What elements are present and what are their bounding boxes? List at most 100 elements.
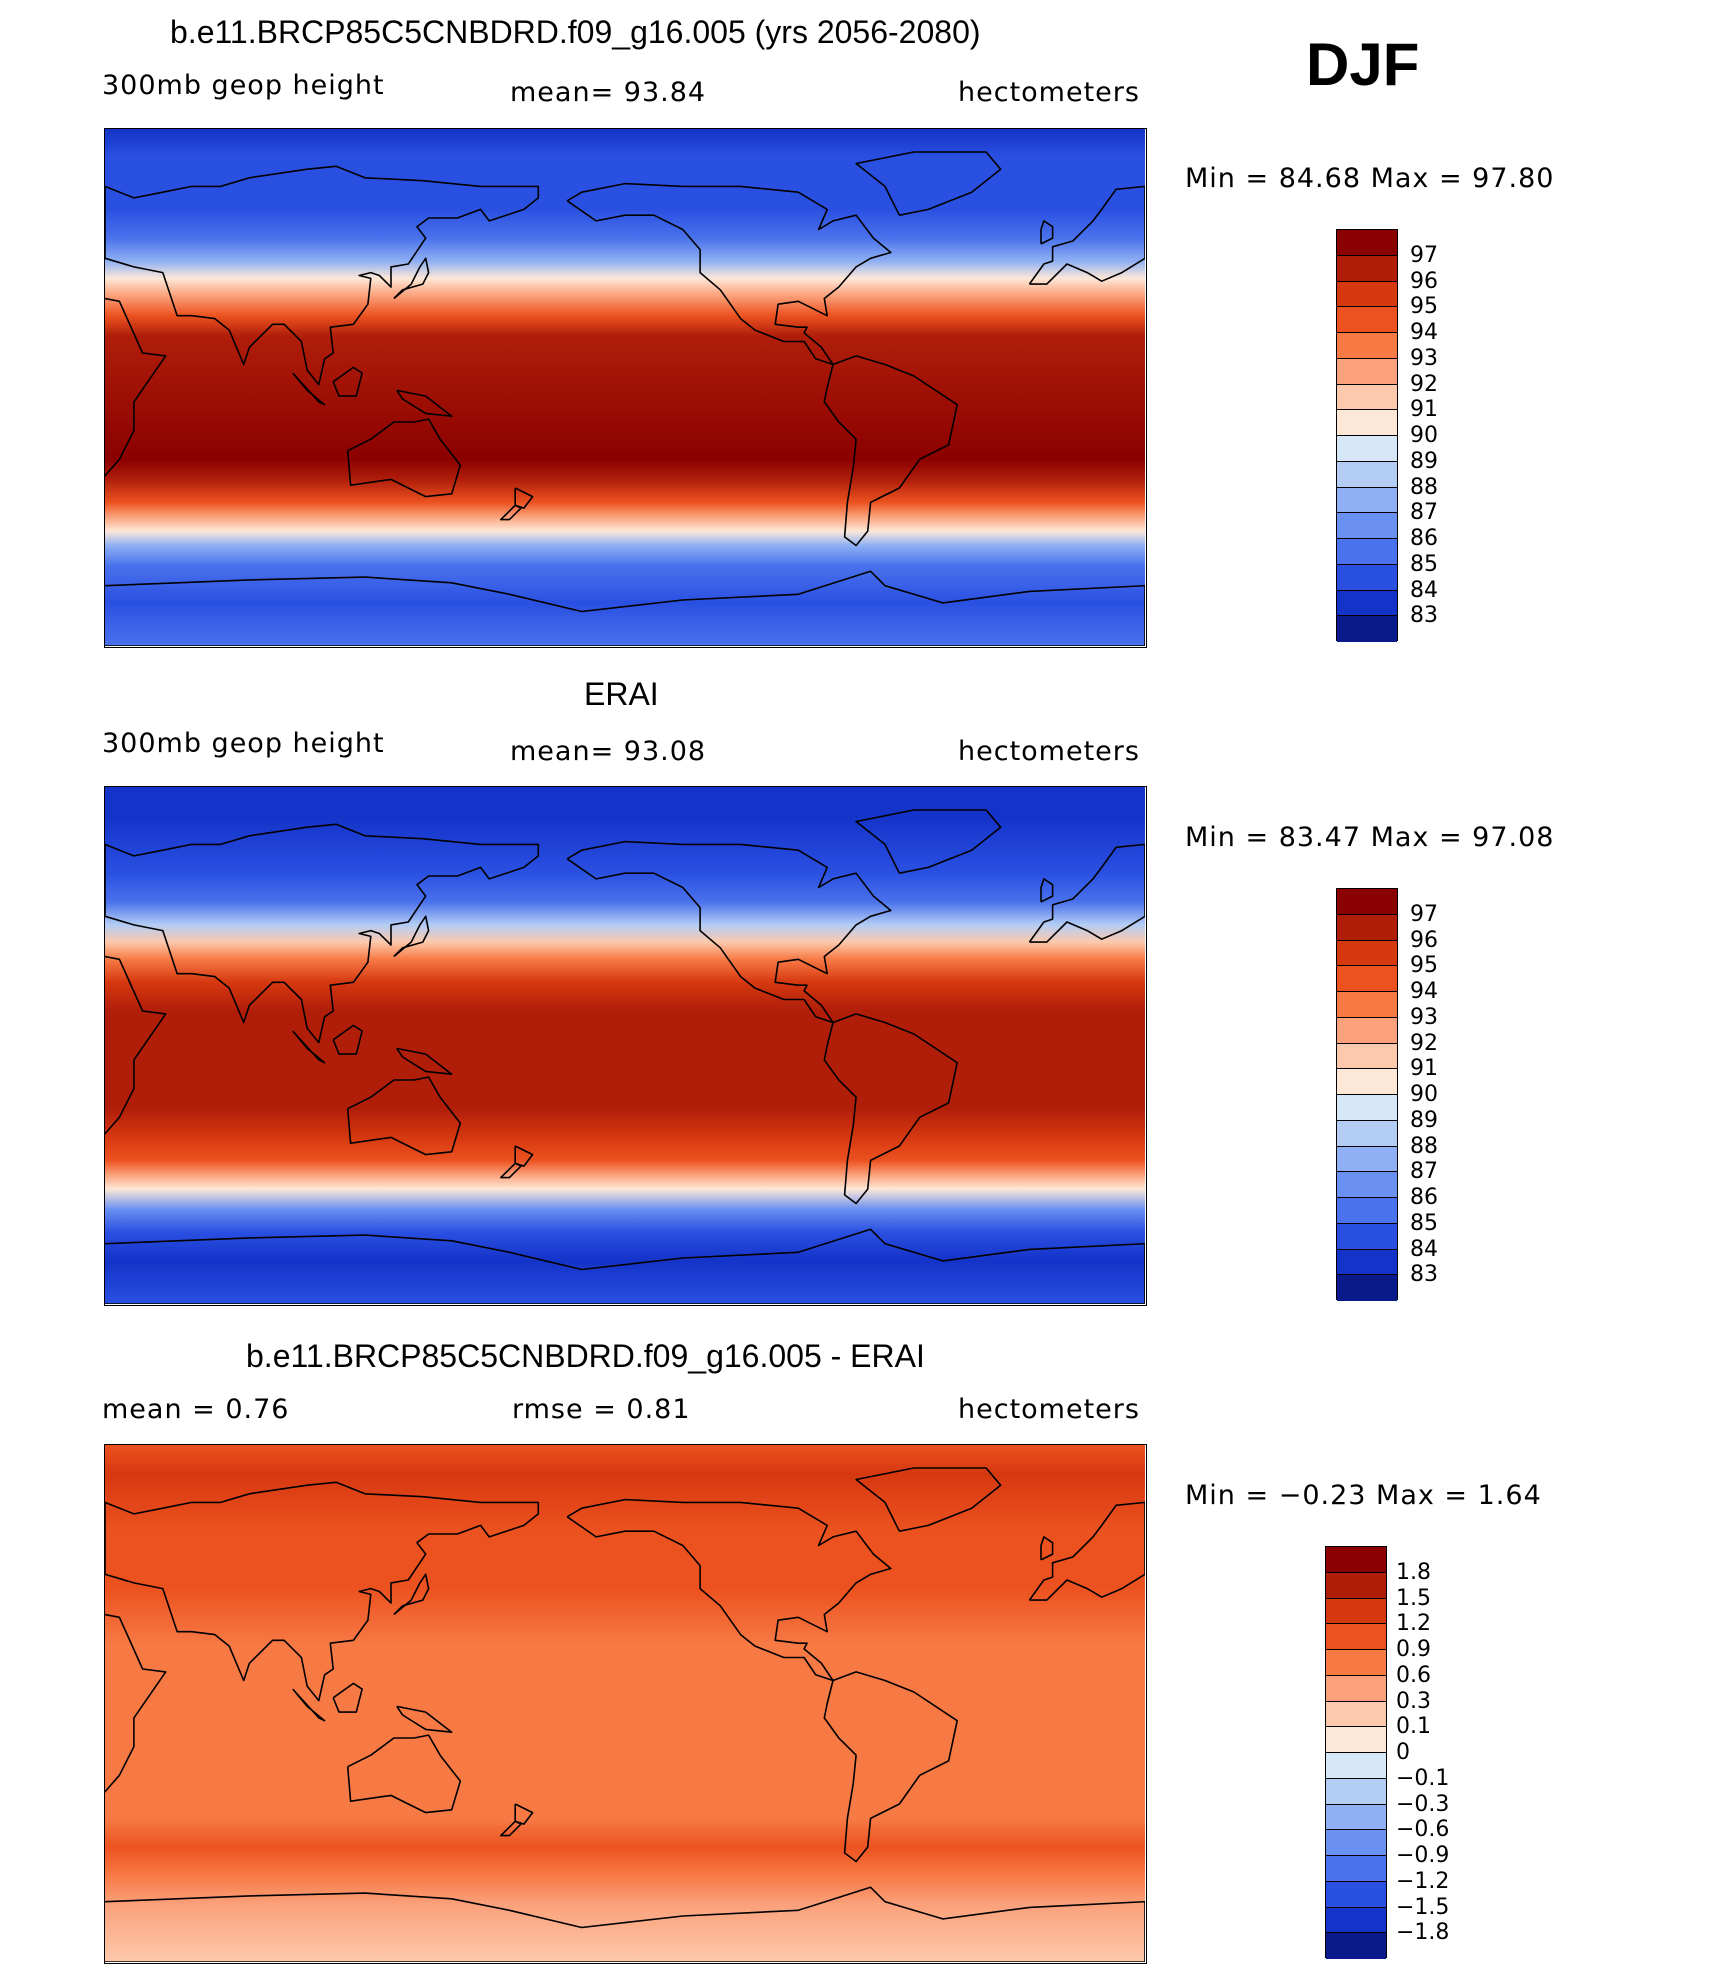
colorbar-swatch bbox=[1337, 539, 1397, 565]
colorbar-swatch bbox=[1337, 616, 1397, 642]
colorbar-tick-label: 84 bbox=[1410, 577, 1438, 603]
coastline bbox=[823, 1013, 959, 1205]
colorbar-tick-label: 91 bbox=[1410, 1056, 1438, 1082]
coastline bbox=[393, 257, 430, 300]
coastline bbox=[332, 1682, 363, 1713]
colorbar-swatch bbox=[1337, 1223, 1397, 1250]
colorbar-tick-label: 88 bbox=[1410, 1133, 1438, 1159]
coastline bbox=[1040, 1536, 1054, 1561]
panel2-map bbox=[104, 786, 1147, 1306]
colorbar-swatch bbox=[1337, 255, 1397, 282]
colorbar-tick-label: −0.9 bbox=[1396, 1843, 1450, 1868]
coastline bbox=[105, 1228, 1145, 1304]
colorbar-tick-label: 90 bbox=[1410, 423, 1438, 448]
colorbar-tick-label: −1.8 bbox=[1396, 1920, 1450, 1946]
colorbar-swatch bbox=[1337, 436, 1397, 462]
coastline bbox=[514, 1803, 534, 1825]
colorbar-swatch bbox=[1337, 461, 1397, 488]
coastline bbox=[332, 1024, 363, 1055]
coastline bbox=[105, 1886, 1145, 1962]
colorbar-swatch bbox=[1337, 1069, 1397, 1095]
colorbar-swatch bbox=[1337, 1120, 1397, 1147]
colorbar-swatch bbox=[1337, 333, 1397, 359]
coastline bbox=[346, 1076, 462, 1156]
coastline bbox=[396, 389, 453, 418]
colorbar-tick-label: 92 bbox=[1410, 1030, 1438, 1056]
coastline bbox=[855, 1467, 1002, 1532]
colorbar-tick-label: 96 bbox=[1410, 927, 1438, 953]
colorbar-tick-label: 90 bbox=[1410, 1082, 1438, 1107]
colorbar-swatch bbox=[1337, 914, 1397, 941]
coastline bbox=[105, 297, 167, 477]
colorbar-swatch bbox=[1326, 1675, 1386, 1702]
colorbar-swatch bbox=[1326, 1753, 1386, 1779]
coastline bbox=[393, 1573, 430, 1616]
coastline bbox=[393, 915, 430, 958]
colorbar-tick-label: 94 bbox=[1410, 320, 1438, 345]
colorbar-swatch bbox=[1337, 230, 1397, 256]
coastline bbox=[566, 182, 892, 366]
panel1-minmax: Min = 84.68 Max = 97.80 bbox=[1185, 163, 1555, 194]
colorbar-swatch bbox=[1326, 1547, 1386, 1573]
colorbar-tick-label: 88 bbox=[1410, 474, 1438, 500]
colorbar-swatch bbox=[1337, 590, 1397, 617]
colorbar-tick-label: 0 bbox=[1396, 1740, 1410, 1765]
panel2-minmax: Min = 83.47 Max = 97.08 bbox=[1185, 822, 1555, 853]
panel2-units-label: hectometers bbox=[958, 736, 1140, 767]
colorbar-tick-label: −0.1 bbox=[1396, 1765, 1450, 1791]
colorbar-tick-label: 1.8 bbox=[1396, 1559, 1431, 1585]
panel3-colorbar bbox=[1325, 1546, 1387, 1959]
colorbar-swatch bbox=[1326, 1933, 1386, 1959]
coastline bbox=[105, 823, 540, 1044]
coastline bbox=[346, 1734, 462, 1814]
colorbar-swatch bbox=[1326, 1572, 1386, 1599]
colorbar-tick-label: 97 bbox=[1410, 242, 1438, 268]
colorbar-swatch bbox=[1337, 384, 1397, 411]
colorbar-tick-label: 93 bbox=[1410, 1004, 1438, 1030]
colorbar-swatch bbox=[1326, 1804, 1386, 1831]
colorbar-swatch bbox=[1337, 487, 1397, 514]
colorbar-swatch bbox=[1337, 1017, 1397, 1044]
colorbar-tick-label: 89 bbox=[1410, 448, 1438, 474]
colorbar-swatch bbox=[1337, 410, 1397, 436]
colorbar-swatch bbox=[1326, 1650, 1386, 1676]
colorbar-swatch bbox=[1337, 307, 1397, 333]
coastline bbox=[105, 955, 167, 1135]
coastline bbox=[292, 1688, 326, 1722]
colorbar-swatch bbox=[1337, 1043, 1397, 1070]
colorbar-tick-label: 0.3 bbox=[1396, 1688, 1431, 1714]
colorbar-tick-label: 97 bbox=[1410, 901, 1438, 927]
panel1-units-label: hectometers bbox=[958, 77, 1140, 108]
panel2-title: ERAI bbox=[584, 676, 659, 712]
colorbar-swatch bbox=[1326, 1598, 1386, 1625]
colorbar-swatch bbox=[1326, 1907, 1386, 1934]
panel1-title: b.e11.BRCP85C5CNBDRD.f09_g16.005 (yrs 20… bbox=[170, 14, 981, 50]
coastline bbox=[514, 487, 534, 509]
colorbar-tick-label: 91 bbox=[1410, 397, 1438, 423]
colorbar-swatch bbox=[1337, 1275, 1397, 1301]
colorbar-swatch bbox=[1337, 1146, 1397, 1173]
panel1-map bbox=[104, 128, 1147, 648]
coastline bbox=[105, 570, 1145, 646]
colorbar-tick-label: 0.1 bbox=[1396, 1714, 1431, 1740]
colorbar-swatch bbox=[1326, 1701, 1386, 1728]
colorbar-swatch bbox=[1337, 1249, 1397, 1276]
coastline bbox=[1040, 220, 1054, 245]
colorbar-tick-label: 83 bbox=[1410, 603, 1438, 629]
colorbar-swatch bbox=[1326, 1624, 1386, 1650]
panel3-units-label: hectometers bbox=[958, 1394, 1140, 1425]
colorbar-swatch bbox=[1337, 966, 1397, 992]
colorbar-swatch bbox=[1337, 564, 1397, 591]
panel3-minmax: Min = −0.23 Max = 1.64 bbox=[1185, 1480, 1542, 1511]
colorbar-tick-label: 93 bbox=[1410, 345, 1438, 371]
coastline bbox=[1028, 1501, 1145, 1601]
coastline bbox=[396, 1047, 453, 1076]
colorbar-tick-label: −1.2 bbox=[1396, 1868, 1450, 1894]
coastline bbox=[499, 1162, 522, 1179]
panel3-map bbox=[104, 1444, 1147, 1964]
colorbar-tick-label: 83 bbox=[1410, 1262, 1438, 1288]
coastline bbox=[514, 1145, 534, 1167]
map-field-fill bbox=[105, 787, 1145, 1304]
colorbar-tick-label: 85 bbox=[1410, 1210, 1438, 1236]
panel1-mean-label: mean= 93.84 bbox=[510, 77, 707, 108]
